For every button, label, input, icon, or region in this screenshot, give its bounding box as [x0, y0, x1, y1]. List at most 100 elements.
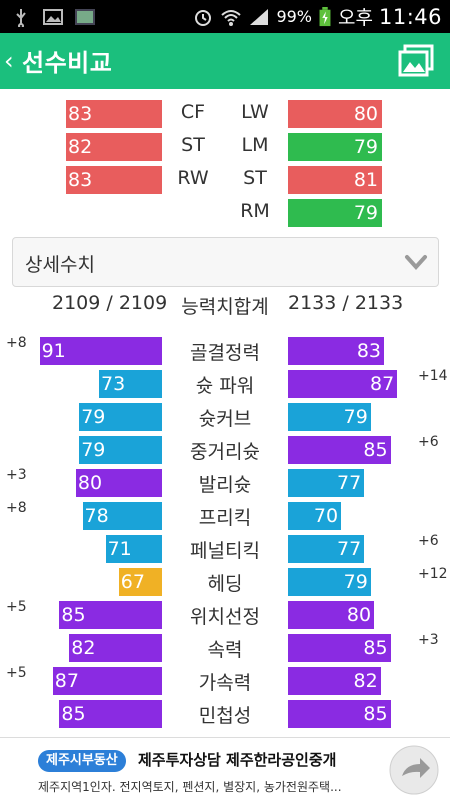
page-title[interactable]: 선수비교 [22, 49, 113, 77]
battery-charging-icon [319, 6, 331, 26]
app-bar: ‹ 선수비교 [0, 33, 450, 89]
stat-name: 슛커브 [198, 408, 252, 430]
status-left-icons [10, 0, 96, 33]
right-stat-bar: 85 [288, 436, 391, 464]
right-stat-bar: 85 [288, 700, 391, 728]
status-right-icons: 99% 오후 11:46 [192, 0, 442, 33]
left-position-rating: 83 [66, 166, 162, 194]
right-position-rating: 80 [288, 100, 382, 128]
right-stat-bar: 82 [288, 667, 381, 695]
right-stat-diff: +14 [418, 368, 448, 384]
stat-name: 중거리슛 [190, 441, 260, 463]
right-stat-diff: +12 [418, 566, 448, 582]
ad-badge: 제주시부동산 [38, 750, 126, 772]
stat-row: 85 위치선정 80 +5 [0, 599, 450, 629]
left-position-rating: 82 [66, 133, 162, 161]
image-icon [43, 8, 63, 25]
stat-row: 79 슛커브 79 [0, 403, 450, 431]
battery-percent: 99% [276, 7, 312, 26]
ad-title: 제주투자상담 제주한라공인중개 [138, 751, 337, 769]
right-total-value: 2133 / 2133 [288, 292, 404, 314]
right-stat-bar: 79 [288, 568, 371, 596]
left-position-label: RW [177, 167, 209, 189]
right-position-label: ST [243, 167, 267, 189]
stat-name: 위치선정 [190, 606, 260, 628]
left-stat-bar: 73 [99, 370, 162, 398]
ad-subtitle: 제주지역1인자. 전지역토지, 펜션지, 별장지, 농가전원주택... [38, 780, 342, 794]
chevron-down-icon [405, 255, 427, 270]
right-stat-bar: 83 [288, 337, 384, 365]
left-stat-bar: 78 [82, 502, 162, 530]
stat-name: 속력 [207, 639, 243, 661]
stat-name: 슛 파워 [195, 375, 255, 397]
right-position-rating: 81 [288, 166, 382, 194]
left-stat-bar: 71 [105, 535, 162, 563]
left-position-label: ST [181, 134, 205, 156]
ad-banner[interactable]: 제주시부동산 제주투자상담 제주한라공인중개 제주지역1인자. 전지역토지, 펜… [0, 737, 450, 800]
right-stat-bar: 87 [288, 370, 398, 398]
left-stat-diff: +8 [6, 335, 27, 351]
game-app-icon [75, 8, 95, 25]
left-stat-bar: 85 [59, 601, 162, 629]
stat-name: 발리슛 [198, 474, 252, 496]
right-stat-bar: 70 [288, 502, 342, 530]
usb-icon [16, 8, 26, 27]
right-position-rating: 79 [288, 199, 382, 227]
stat-row: 87 가속력 82 +5 [0, 665, 450, 695]
left-position-label: CF [180, 101, 206, 123]
back-chevron-icon[interactable]: ‹ [4, 47, 14, 75]
left-stat-bar: 91 [39, 337, 162, 365]
gallery-button[interactable] [396, 41, 436, 81]
left-stat-diff: +5 [6, 665, 27, 681]
left-total-value: 2109 / 2109 [52, 292, 168, 314]
position-row: 82 ST LM 79 [0, 133, 450, 161]
stat-row: 91 골결정력 83 +8 [0, 335, 450, 365]
stat-name: 헤딩 [207, 573, 243, 595]
right-stat-bar: 79 [288, 403, 371, 431]
left-stat-bar: 82 [69, 634, 162, 662]
left-position-rating: 83 [66, 100, 162, 128]
left-stat-diff: +3 [6, 467, 27, 483]
clock: 11:46 [378, 4, 442, 29]
alarm-icon [195, 9, 212, 26]
right-stat-bar: 85 [288, 634, 391, 662]
right-position-label: RM [240, 200, 270, 222]
left-stat-bar: 67 [118, 568, 162, 596]
total-label: 능력치합계 [181, 296, 269, 318]
left-stat-bar: 80 [75, 469, 162, 497]
right-stat-bar: 80 [288, 601, 375, 629]
left-stat-diff: +8 [6, 500, 27, 516]
total-stats-row: 2109 / 2109 능력치합계 2133 / 2133 [0, 292, 450, 320]
stat-name: 민첩성 [198, 705, 252, 727]
left-stat-bar: 79 [79, 436, 162, 464]
right-position-rating: 79 [288, 133, 382, 161]
stat-row: 71 페널티킥 77 +6 [0, 533, 450, 563]
status-bar: 99% 오후 11:46 [0, 0, 450, 33]
share-arrow-icon[interactable] [388, 744, 440, 796]
time-ampm: 오후 [338, 7, 373, 29]
right-stat-bar: 77 [288, 469, 365, 497]
wifi-icon [221, 9, 242, 26]
stat-name: 페널티킥 [190, 540, 260, 562]
detail-stats-dropdown[interactable]: 상세수치 [12, 237, 439, 287]
stat-row: 80 발리슛 77 +3 [0, 467, 450, 497]
right-stat-diff: +3 [418, 632, 439, 648]
stat-name: 가속력 [198, 672, 252, 694]
dropdown-selected-value: 상세수치 [25, 254, 95, 276]
stat-row: 85 민첩성 85 [0, 700, 450, 728]
right-position-label: LW [241, 101, 269, 123]
signal-icon [250, 8, 269, 25]
stat-name: 골결정력 [190, 342, 260, 364]
stat-row: 82 속력 85 +3 [0, 632, 450, 662]
left-stat-bar: 87 [52, 667, 162, 695]
left-stat-bar: 85 [59, 700, 162, 728]
position-row: 83 RW ST 81 [0, 166, 450, 194]
stat-row: 67 헤딩 79 +12 [0, 566, 450, 596]
right-position-label: LM [241, 134, 269, 156]
left-stat-diff: +5 [6, 599, 27, 615]
stat-row: 78 프리킥 70 +8 [0, 500, 450, 530]
position-row: 83 CF LW 80 [0, 100, 450, 128]
position-row: RM 79 [0, 199, 450, 227]
right-stat-bar: 77 [288, 535, 365, 563]
stat-row: 79 중거리슛 85 +6 [0, 434, 450, 464]
